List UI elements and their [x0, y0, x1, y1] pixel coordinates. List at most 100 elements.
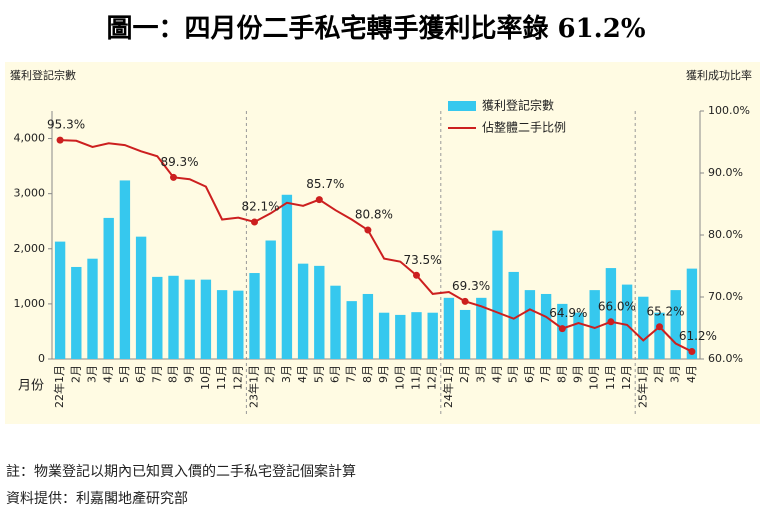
- x-tick-label: 2月: [264, 365, 277, 383]
- legend-label: 獲利登記宗數: [482, 98, 554, 113]
- line-marker: [56, 136, 64, 144]
- x-tick-label: 11月: [215, 365, 228, 390]
- x-tick-label: 5月: [312, 365, 325, 383]
- y-tick-label: 0: [38, 352, 45, 365]
- x-tick-label: 10月: [588, 365, 601, 390]
- x-tick-label: 12月: [620, 365, 633, 390]
- line-marker: [413, 271, 420, 279]
- line-marker: [251, 218, 258, 226]
- data-label: 95.3%: [47, 118, 85, 132]
- data-label: 73.5%: [403, 253, 441, 267]
- bar: [459, 309, 471, 359]
- data-label: 61.2%: [679, 329, 717, 343]
- bar: [200, 279, 212, 359]
- note: 資料提供：利嘉閣地產研究部: [6, 490, 188, 507]
- line-marker: [558, 325, 566, 333]
- bar: [589, 290, 600, 359]
- x-tick-label: 23年1月: [247, 365, 261, 408]
- y-tick-label: 2,000: [14, 242, 46, 255]
- bar: [87, 258, 98, 359]
- x-tick-label: 11月: [604, 365, 617, 390]
- bar: [492, 230, 503, 359]
- x-tick-label: 12月: [426, 365, 439, 390]
- x-tick-label: 5月: [118, 365, 131, 383]
- bar: [443, 297, 455, 359]
- bar: [395, 314, 406, 359]
- data-label: 85.7%: [306, 177, 344, 191]
- line-marker: [364, 226, 372, 234]
- x-tick-label: 7月: [539, 365, 552, 383]
- y2-tick-label: 90.0%: [708, 166, 743, 179]
- y2-tick-label: 60.0%: [708, 352, 743, 365]
- x-tick-label: 6月: [134, 365, 147, 383]
- bar: [346, 301, 357, 359]
- bar: [71, 266, 82, 359]
- x-tick-label: 6月: [523, 365, 536, 383]
- bar: [686, 268, 698, 359]
- bar: [508, 271, 519, 359]
- x-tick-label: 8月: [361, 365, 374, 383]
- bar: [654, 312, 665, 359]
- legend-swatch: [448, 101, 476, 111]
- y2-tick-label: 70.0%: [708, 290, 743, 303]
- x-tick-label: 9月: [183, 365, 196, 383]
- bar: [476, 297, 487, 359]
- line-marker: [461, 297, 469, 305]
- line-marker: [170, 173, 177, 181]
- bar: [330, 285, 341, 359]
- bar: [184, 279, 195, 359]
- x-axis-label: 月份: [18, 379, 44, 394]
- y2-tick-label: 80.0%: [708, 228, 743, 241]
- data-label: 66.0%: [598, 299, 636, 313]
- y-axis-label: 獲利登記宗數: [10, 68, 76, 82]
- data-label: 69.3%: [452, 279, 490, 293]
- bar: [411, 312, 422, 359]
- bar: [216, 290, 228, 359]
- bar: [605, 268, 617, 359]
- x-tick-label: 10月: [199, 365, 212, 390]
- x-tick-label: 11月: [410, 365, 423, 390]
- bar: [670, 290, 681, 359]
- x-tick-label: 4月: [491, 365, 504, 383]
- chart-title: 圖一：四月份二手私宅轉手獲利比率錄 61.2%: [106, 13, 645, 44]
- data-label: 89.3%: [160, 155, 198, 169]
- x-tick-label: 7月: [345, 365, 358, 383]
- bar: [540, 293, 552, 359]
- bar: [103, 217, 114, 359]
- bar: [621, 284, 633, 359]
- x-tick-label: 10月: [393, 365, 406, 390]
- x-tick-label: 2月: [69, 365, 82, 383]
- x-tick-label: 4月: [685, 365, 698, 383]
- bar: [378, 312, 390, 359]
- bar: [573, 312, 584, 359]
- line-marker: [656, 323, 663, 331]
- y-tick-label: 4,000: [14, 132, 46, 145]
- line-marker: [315, 196, 323, 204]
- bar: [54, 241, 66, 359]
- x-tick-label: 6月: [329, 365, 342, 383]
- x-tick-label: 3月: [669, 365, 682, 383]
- chart-background: [5, 62, 760, 424]
- x-tick-label: 8月: [167, 365, 180, 383]
- x-tick-label: 24年1月: [441, 365, 455, 408]
- x-tick-label: 9月: [572, 365, 585, 383]
- y-tick-label: 1,000: [14, 297, 46, 310]
- line-marker: [607, 318, 615, 326]
- data-label: 65.2%: [646, 304, 684, 318]
- line-marker: [688, 348, 696, 356]
- x-tick-label: 5月: [507, 365, 520, 383]
- x-tick-label: 25年1月: [635, 365, 649, 408]
- bar: [135, 236, 147, 359]
- x-tick-label: 4月: [102, 365, 115, 383]
- x-tick-label: 4月: [296, 365, 309, 383]
- bar: [119, 180, 131, 359]
- bar: [427, 312, 438, 359]
- legend-label: 佔整體二手比例: [482, 120, 566, 135]
- line: [60, 139, 693, 353]
- x-tick-label: 12月: [231, 365, 244, 390]
- bar: [524, 290, 536, 359]
- y2-tick-label: 100.0%: [708, 104, 750, 117]
- bar: [249, 273, 260, 359]
- x-tick-label: 2月: [458, 365, 471, 383]
- y-tick-label: 3,000: [14, 187, 46, 200]
